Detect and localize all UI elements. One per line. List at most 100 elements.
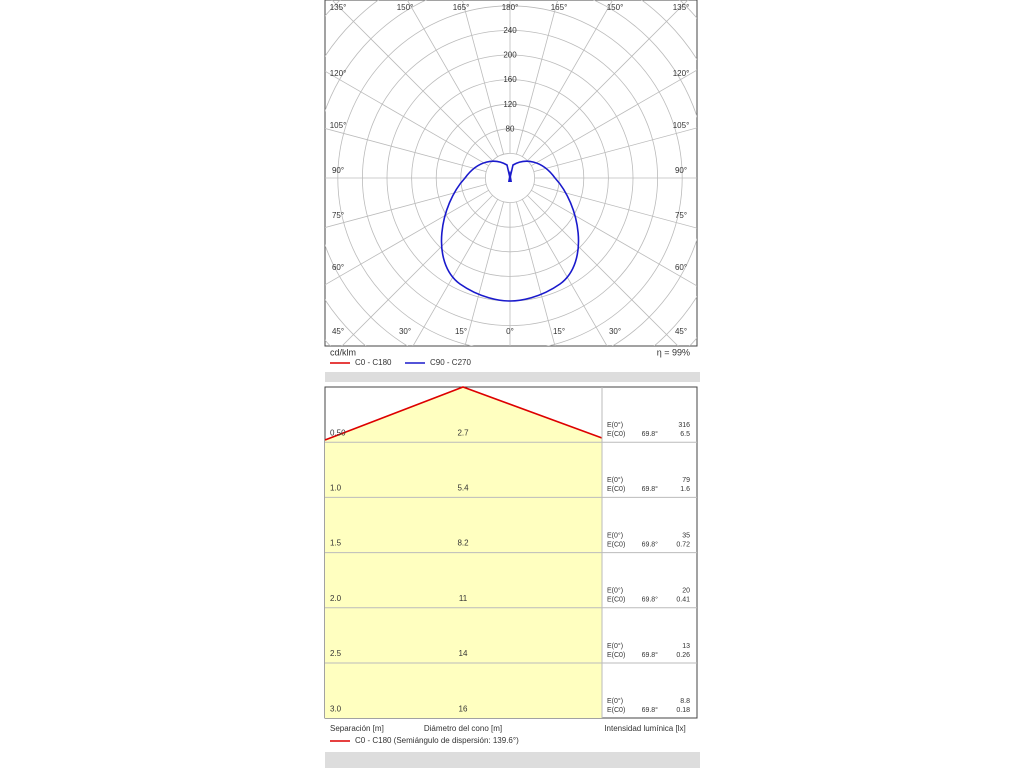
grid-ray [464,201,505,346]
grid-ray [325,128,487,173]
e0-label: E(0°) [607,697,623,705]
angle-label: 105° [330,121,347,130]
e0-label: E(0°) [607,587,623,595]
e0: 13 [682,643,690,650]
e0: 316 [678,422,690,429]
e0-label: E(0°) [607,476,623,484]
diameter: 8.2 [457,539,469,548]
radial-label: 240 [503,26,517,35]
legend-label: C0 - C180 [355,358,392,367]
grid-ray [325,183,487,228]
angle-label: 150° [397,3,414,12]
angle-label: 180° [502,3,519,12]
e0-label: E(0°) [607,642,623,650]
angle-label: 90° [332,166,344,175]
cone-rows: 0.50 2.7 E(0°) 316 E(C0) 69.8° 6.5 1.0 5.4 E(0°) 7… [325,421,697,714]
grid-ray [406,0,499,157]
cone-edge [324,386,603,441]
diameter: 14 [459,649,468,658]
grid-ray [331,0,493,161]
angle-label: 120° [330,69,347,78]
ec0-label: E(C0) [607,486,625,493]
radial-label: 80 [506,124,515,133]
legend-label: C90 - C270 [430,358,471,367]
height: 0.50 [330,428,346,437]
e0: 8.8 [680,698,690,705]
polar-curve [440,160,580,302]
grid-ray [527,195,679,346]
radial-label: 160 [503,75,517,84]
grid-ray [461,0,505,155]
angle-label: 0° [506,327,514,336]
angle-label: 60° [332,263,344,272]
ec0-label: E(C0) [607,431,625,438]
diameter: 16 [459,704,468,713]
angle-label: 45° [675,327,687,336]
ec0-label: E(C0) [607,597,625,604]
grid-ray [325,70,489,167]
height: 2.0 [330,594,342,603]
ec0: 0.41 [676,597,690,604]
grid-ray [527,0,689,161]
e0-label: E(0°) [607,531,623,539]
grid-ray [521,199,608,346]
angle-label: 15° [455,327,467,336]
ec0: 1.6 [680,486,690,493]
angle-label: 135° [673,3,690,12]
e0: 35 [682,532,690,539]
angle-label: 45° [332,327,344,336]
grid-ray [531,189,697,287]
angle: 69.8° [642,485,659,493]
angle-label: 15° [553,327,565,336]
ec0-label: E(C0) [607,541,625,548]
grid-ray [521,0,614,157]
e0-label: E(0°) [607,421,623,429]
angle: 69.8° [642,430,659,438]
angle-label: 165° [551,3,568,12]
grid-ray [515,201,556,346]
ec0: 0.72 [676,541,690,548]
separator [325,372,700,382]
radial-label: 200 [503,51,517,60]
angle-label: 75° [675,211,687,220]
diameter: 2.7 [457,428,469,437]
angle-label: 150° [607,3,624,12]
angle: 69.8° [642,540,659,548]
height: 1.0 [330,484,342,493]
footer-label: Diámetro del cono [m] [424,724,502,733]
efficiency: η = 99% [657,347,690,357]
grid-ray [515,0,559,155]
height: 2.5 [330,649,342,658]
diameter: 11 [459,594,468,603]
ec0-label: E(C0) [607,707,625,714]
footer-label: Separación [m] [330,724,384,733]
angle: 69.8° [642,596,659,604]
diameter: 5.4 [457,484,469,493]
grid-ray [341,195,493,346]
angle-label: 135° [330,3,347,12]
ec0-label: E(C0) [607,652,625,659]
e0: 20 [682,588,690,595]
polar-grid [325,0,697,346]
angle-label: 60° [675,263,687,272]
angle-label: 105° [673,121,690,130]
ec0: 6.5 [680,431,690,438]
footer-label: Intensidad lumínica [lx] [604,724,685,733]
grid-ray [412,199,499,346]
angle-label: 75° [332,211,344,220]
angle-label: 30° [399,327,411,336]
ec0: 0.26 [676,652,690,659]
angle-label: 30° [609,327,621,336]
separator [325,752,700,768]
angle-label: 165° [453,3,470,12]
grid-ray [325,189,489,286]
grid-ray [533,127,697,173]
center-mark [508,170,512,182]
height: 3.0 [330,704,342,713]
angle: 69.8° [642,651,659,659]
radial-label: 120 [503,100,517,109]
grid-ray [533,183,697,229]
angle: 69.8° [642,706,659,714]
angle-label: 120° [673,69,690,78]
